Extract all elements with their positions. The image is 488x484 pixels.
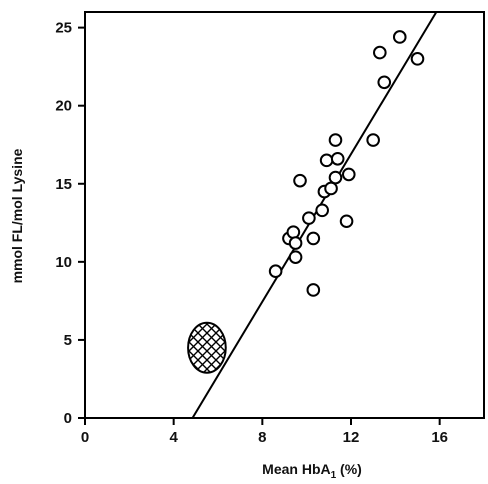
data-point (306, 283, 321, 297)
data-point (324, 181, 338, 196)
data-point (366, 133, 380, 147)
y-axis-title-group: mmol FL/mol Lysine (9, 148, 25, 283)
data-point (341, 167, 356, 182)
data-point (392, 30, 407, 44)
data-point (328, 133, 343, 147)
data-point (373, 45, 387, 60)
y-axis-title: mmol FL/mol Lysine (9, 148, 25, 283)
y-tick-label: 5 (64, 332, 72, 349)
y-tick-label: 10 (55, 254, 72, 271)
data-point (410, 52, 425, 66)
plot-area: 0 4 8 12 16 0 5 10 15 20 25 (55, 11, 485, 446)
reference-region-ellipse (187, 321, 227, 374)
data-point (330, 151, 345, 166)
data-point (288, 250, 303, 264)
data-point (268, 264, 283, 279)
data-point (286, 225, 301, 239)
data-point (319, 153, 334, 168)
y-tick-label: 15 (55, 176, 72, 193)
x-tick-label: 0 (81, 429, 89, 446)
plot-frame (84, 11, 485, 419)
data-point (315, 203, 329, 218)
data-point (288, 236, 303, 250)
y-tick-label: 0 (64, 410, 72, 427)
data-point (339, 214, 354, 229)
x-tick-label: 4 (169, 429, 178, 446)
data-point (302, 211, 316, 225)
x-axis-title: Mean HbA1 (%) (262, 461, 362, 481)
data-point (306, 231, 321, 246)
data-point (377, 75, 392, 90)
y-tick-label: 25 (55, 20, 72, 37)
x-tick-label: 8 (258, 429, 266, 446)
data-point (293, 173, 307, 188)
x-tick-label: 16 (431, 429, 448, 446)
data-point (328, 170, 343, 185)
x-tick-label: 12 (343, 429, 360, 446)
y-tick-label: 20 (55, 98, 72, 115)
